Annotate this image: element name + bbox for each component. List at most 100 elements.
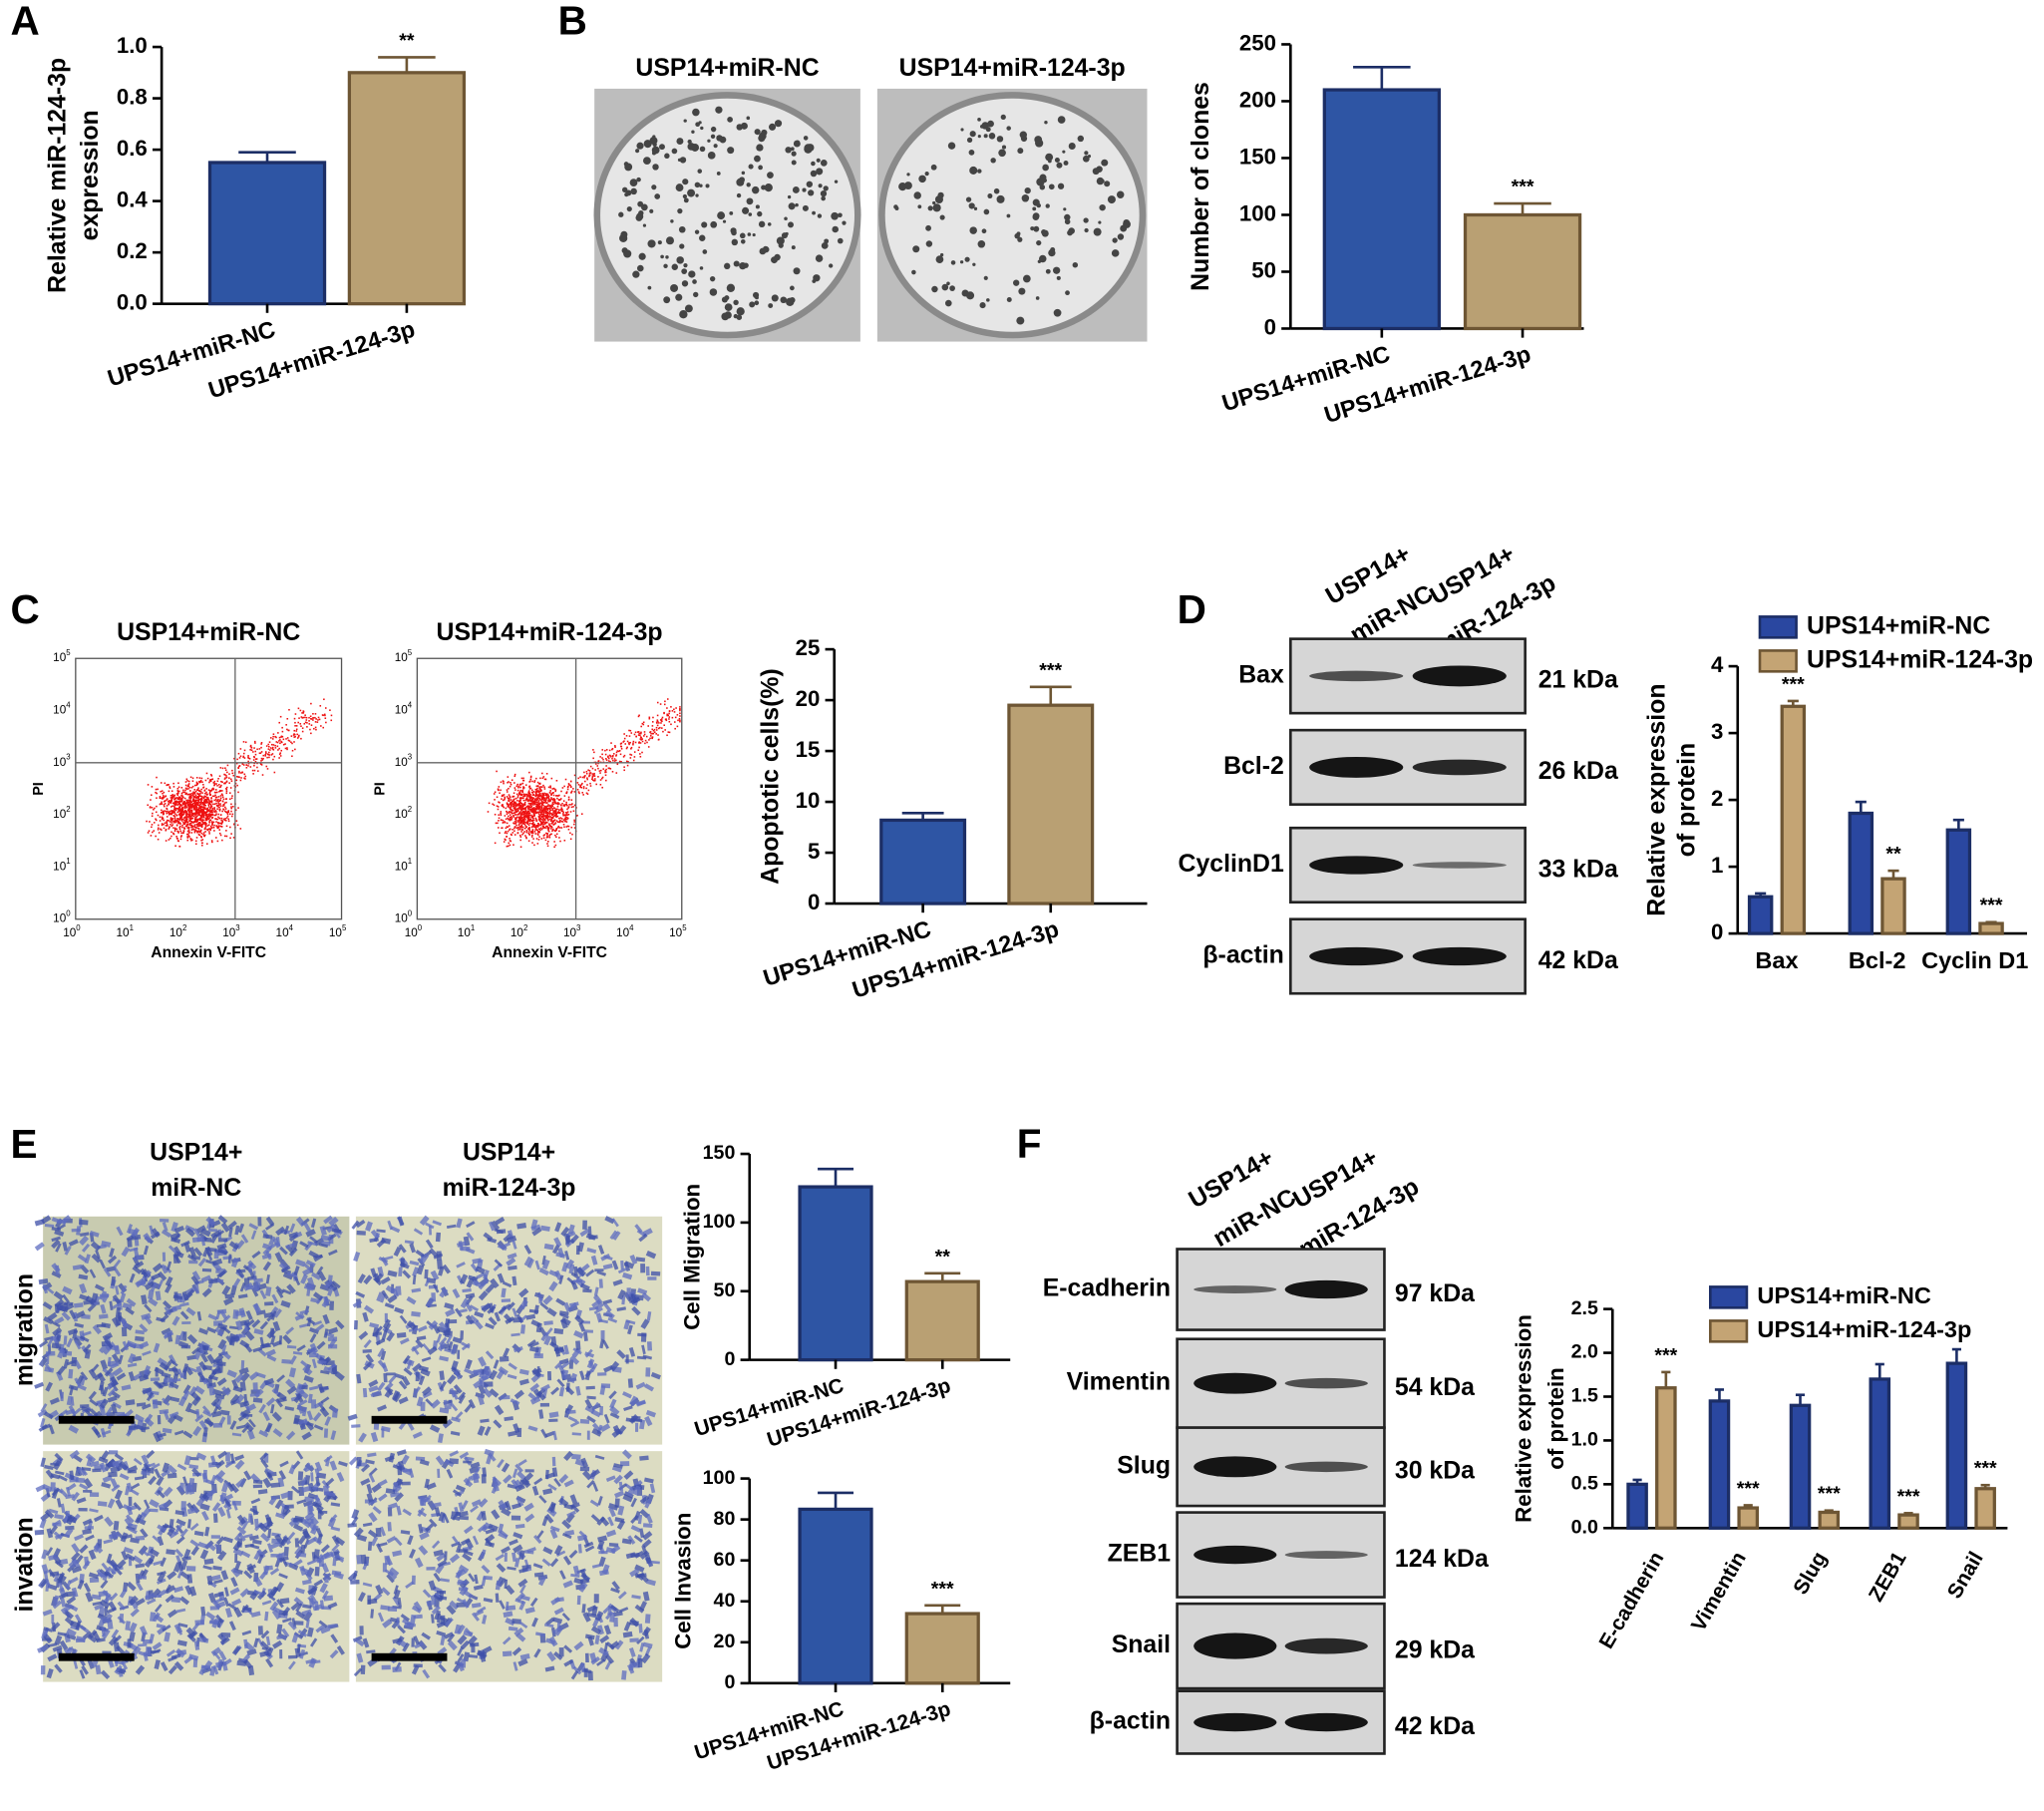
y-tick-label: 104 — [53, 700, 71, 716]
flow-event — [232, 805, 234, 808]
flow-event — [511, 832, 514, 834]
flow-event — [279, 755, 282, 757]
flow-event — [517, 785, 520, 788]
cell-stain — [295, 1216, 306, 1228]
flow-event — [188, 797, 190, 799]
flow-event — [218, 829, 221, 831]
flow-event — [181, 832, 184, 835]
colony — [635, 213, 643, 221]
colony — [657, 240, 662, 245]
cell-stain — [134, 1413, 145, 1423]
colony — [977, 239, 986, 248]
flow-event — [523, 831, 525, 833]
colony — [629, 179, 638, 186]
flow-event — [217, 802, 220, 805]
flow-event — [201, 823, 204, 826]
flow-event — [167, 784, 170, 786]
flow-event — [541, 794, 544, 797]
flow-event — [185, 805, 187, 808]
colony — [1013, 279, 1020, 286]
flow-event — [305, 719, 308, 721]
flow-event — [201, 809, 204, 812]
flow-event — [640, 732, 642, 735]
flow-event — [514, 803, 517, 805]
colony — [681, 280, 689, 287]
flow-event — [531, 792, 534, 794]
cell-stain — [133, 1457, 143, 1466]
cell-stain — [72, 1264, 83, 1270]
flow-event — [229, 787, 232, 789]
colony — [1047, 159, 1052, 164]
colony — [635, 149, 640, 154]
cell-stain — [68, 1424, 80, 1434]
flow-event — [173, 817, 176, 820]
flow-event — [524, 810, 527, 812]
cell-stain — [84, 1556, 90, 1567]
flow-event — [192, 791, 194, 794]
flow-event — [159, 797, 162, 800]
flow-event — [567, 807, 569, 809]
colony — [754, 300, 760, 306]
flow-event — [546, 817, 548, 819]
flow-event — [626, 764, 629, 767]
cell-stain — [169, 1411, 179, 1418]
colony — [700, 126, 704, 131]
flow-event — [625, 735, 628, 737]
flow-event — [199, 795, 201, 798]
flow-event — [162, 817, 165, 820]
flow-event — [499, 802, 501, 804]
cell-stain — [274, 1499, 284, 1510]
flow-event — [173, 827, 176, 830]
cell-stain — [116, 1372, 127, 1381]
flow-event — [598, 770, 601, 772]
cell-stain — [88, 1390, 97, 1400]
colony — [736, 192, 742, 198]
cell-stain — [88, 1368, 98, 1379]
cell-stain — [303, 1464, 314, 1473]
flow-event — [516, 832, 519, 834]
flow-event — [172, 810, 174, 812]
flow-event — [544, 809, 546, 812]
flow-event — [223, 819, 226, 822]
cell-stain — [230, 1257, 239, 1268]
flow-event — [677, 719, 679, 722]
flow-event — [551, 788, 554, 790]
flow-event — [207, 799, 210, 801]
flow-event — [509, 800, 511, 802]
flow-event — [280, 741, 283, 744]
cell-stain — [91, 1253, 102, 1264]
flow-event — [627, 761, 629, 763]
cell-stain — [92, 1601, 103, 1607]
colony — [679, 310, 688, 319]
flow-event — [636, 731, 639, 733]
colony — [698, 121, 702, 125]
flow-event — [192, 806, 195, 808]
flow-event — [549, 804, 551, 807]
flow-event — [640, 731, 642, 734]
flow-event — [623, 740, 625, 742]
flow-event — [546, 843, 548, 845]
cell-stain — [245, 1318, 255, 1327]
flow-event — [187, 826, 190, 829]
flow-event — [531, 823, 533, 825]
cell-stain — [161, 1229, 171, 1239]
flow-event — [564, 814, 567, 817]
flow-event — [225, 776, 228, 779]
flow-event — [297, 707, 300, 710]
flow-event — [608, 754, 611, 757]
flow-event — [172, 820, 174, 823]
flow-event — [531, 800, 533, 803]
flow-event — [513, 830, 515, 833]
flow-event — [527, 814, 529, 817]
flow-event — [276, 741, 279, 744]
flow-event — [216, 791, 218, 794]
flow-event — [186, 839, 189, 842]
tick-exponent: 5 — [408, 648, 413, 657]
flow-event — [632, 742, 634, 745]
cell-stain — [110, 1361, 120, 1369]
cell-stain — [145, 1413, 154, 1424]
flow-event — [556, 806, 559, 808]
cell-stain — [81, 1243, 91, 1253]
colony — [748, 212, 753, 216]
flow-event — [272, 735, 274, 738]
